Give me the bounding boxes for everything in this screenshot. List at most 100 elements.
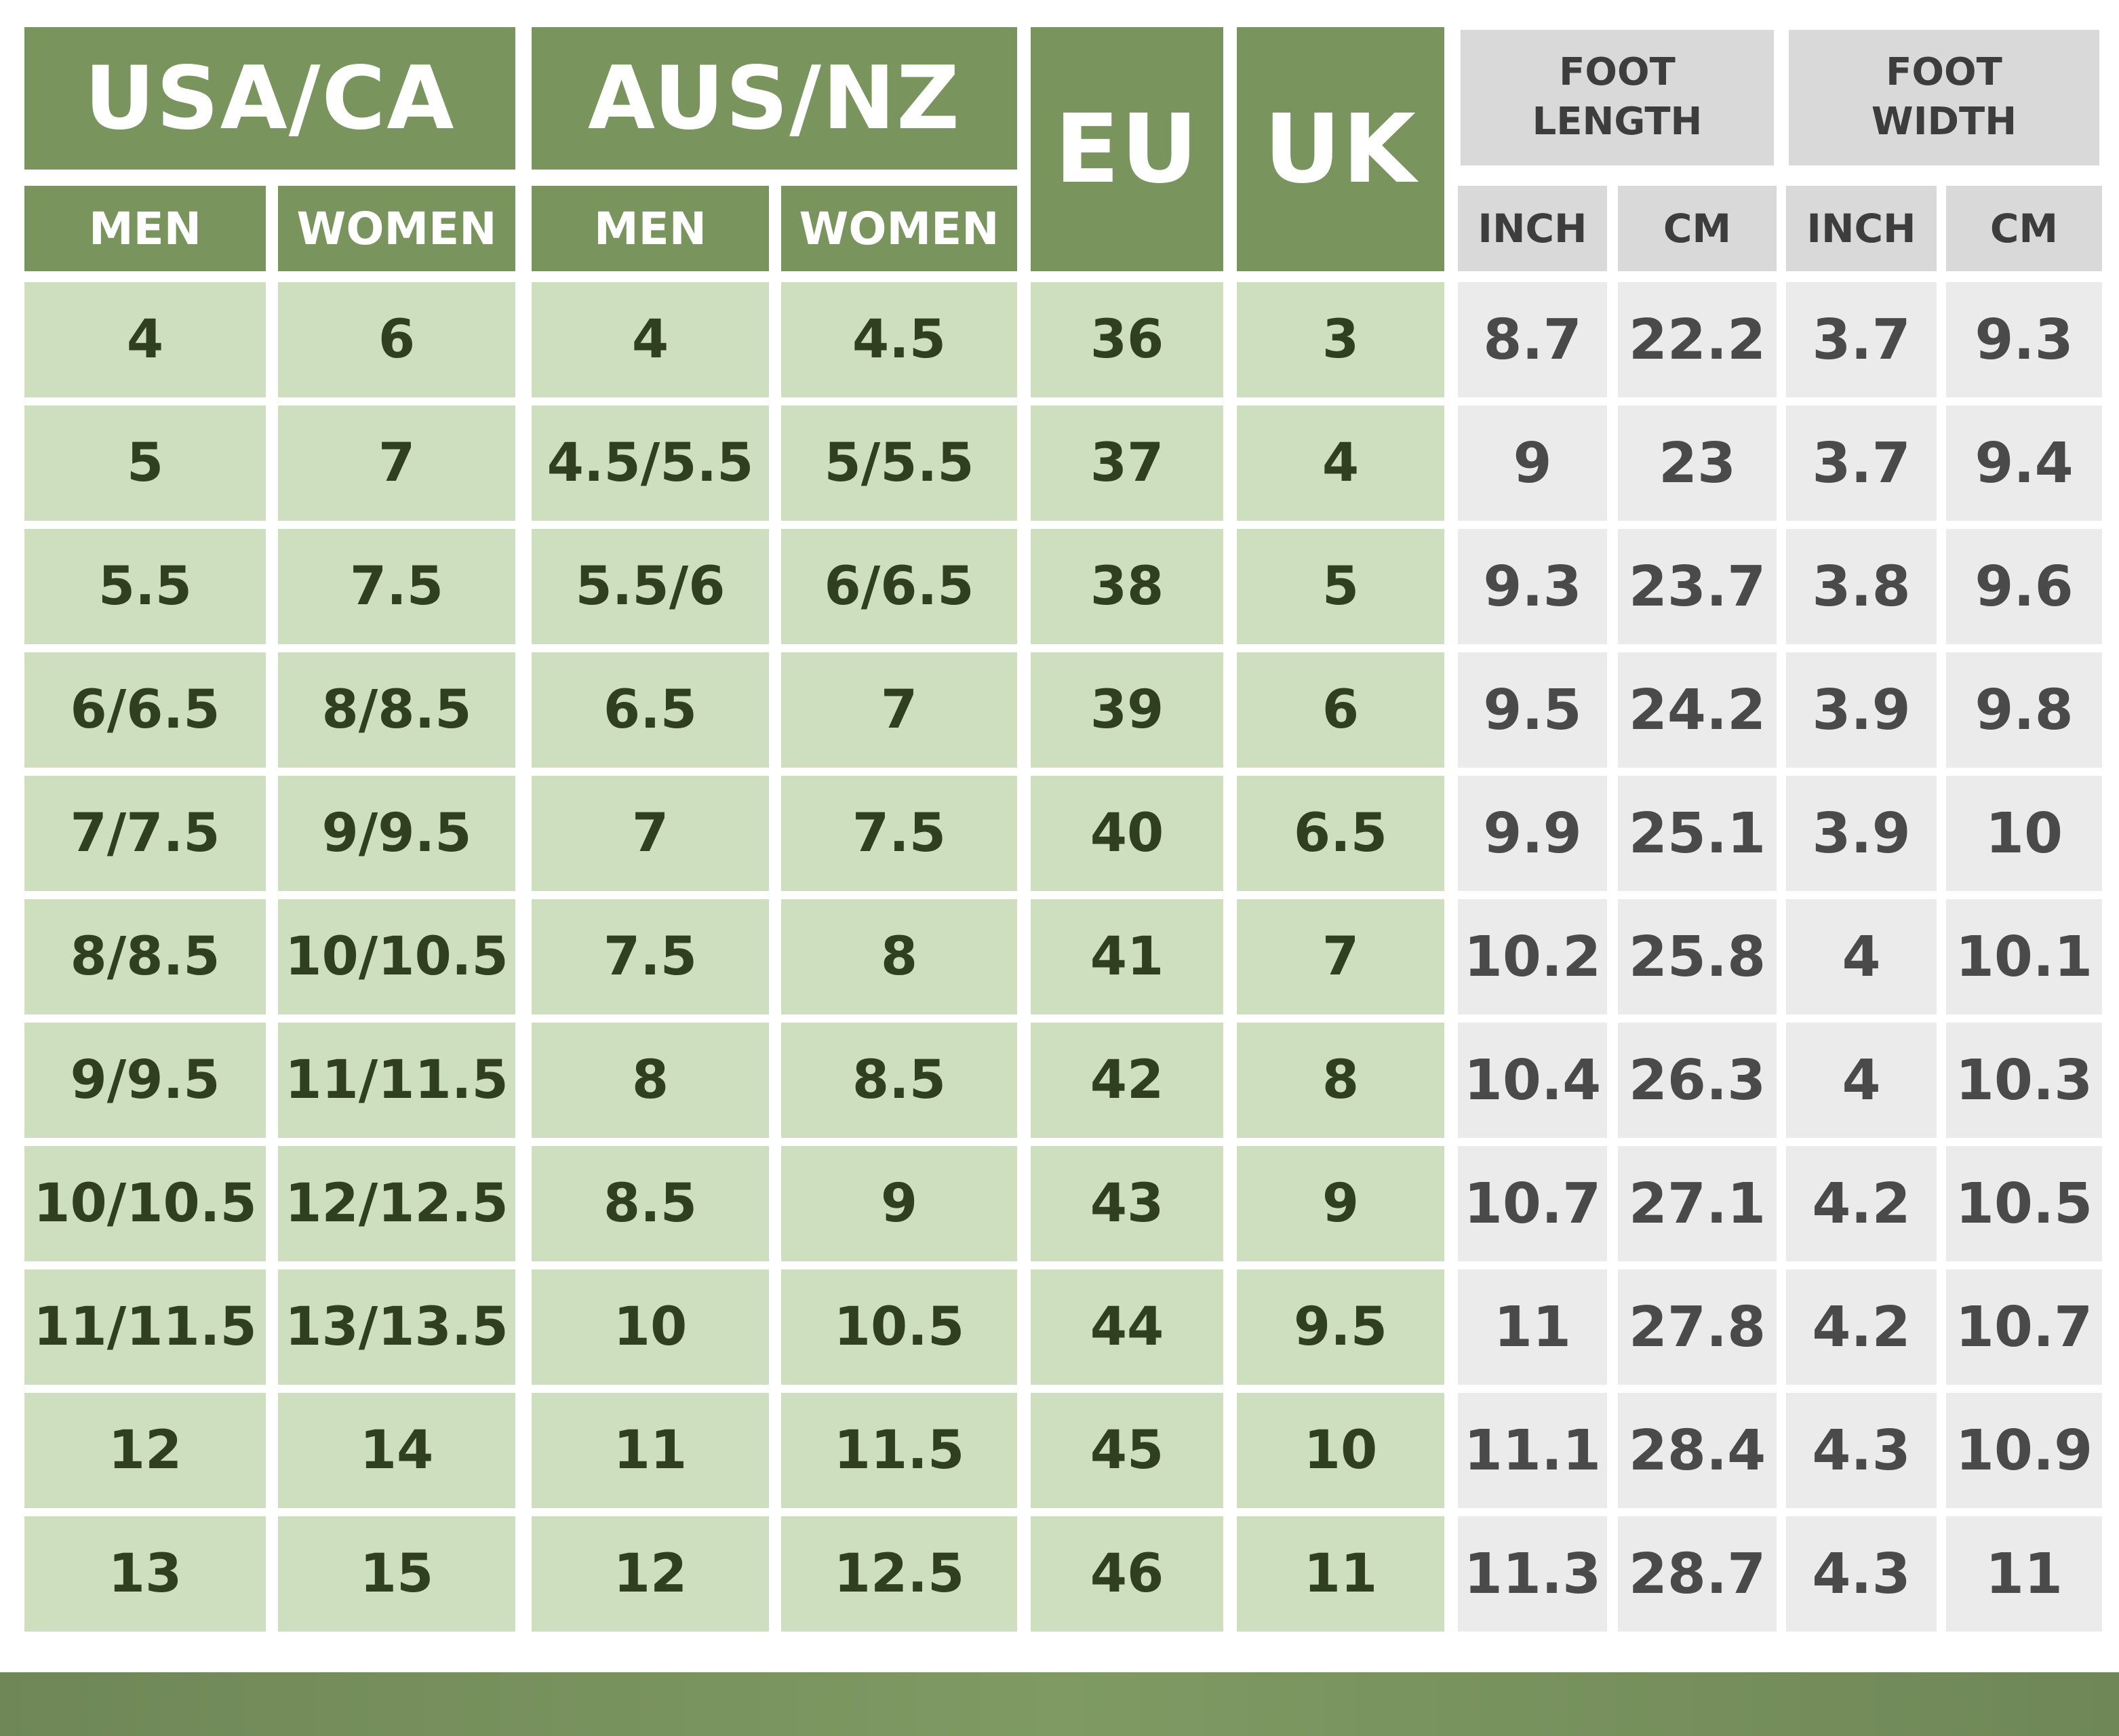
group-header: AUS/NZ	[532, 27, 1017, 170]
table-cell: 10.5	[781, 1269, 1017, 1385]
table-cell: 11	[1946, 1516, 2102, 1632]
table-cell: 12	[532, 1516, 769, 1632]
table-cell: 8	[532, 1023, 769, 1138]
table-cell: 6	[1237, 652, 1444, 768]
table-cell: 37	[1031, 406, 1223, 521]
table-cell: 6	[278, 282, 515, 397]
table-cell: 40	[1031, 776, 1223, 891]
table-cell: 7/7.5	[24, 776, 266, 891]
table-cell: 11	[1458, 1269, 1607, 1385]
table-cell: 9	[1458, 406, 1607, 521]
group-header: UK	[1237, 27, 1444, 271]
table-cell: 7.5	[278, 529, 515, 644]
column-header: INCH	[1786, 186, 1937, 271]
table-cell: 3.7	[1786, 282, 1937, 397]
column-header: WOMEN	[278, 186, 515, 271]
footer-band	[0, 1672, 2119, 1736]
table-cell: 4	[24, 282, 266, 397]
table-cell: 9.5	[1237, 1269, 1444, 1385]
group-header: FOOT LENGTH	[1461, 30, 1774, 165]
table-cell: 10.1	[1946, 899, 2102, 1014]
table-cell: 10.3	[1946, 1023, 2102, 1138]
table-cell: 9.8	[1946, 652, 2102, 768]
table-cell: 12.5	[781, 1516, 1017, 1632]
group-header: EU	[1031, 27, 1223, 271]
table-cell: 8.5	[532, 1146, 769, 1261]
table-cell: 9.3	[1458, 529, 1607, 644]
table-cell: 11.5	[781, 1393, 1017, 1508]
table-cell: 22.2	[1618, 282, 1777, 397]
table-cell: 8	[1237, 1023, 1444, 1138]
table-cell: 12	[24, 1393, 266, 1508]
table-cell: 6/6.5	[24, 652, 266, 768]
table-cell: 10/10.5	[24, 1146, 266, 1261]
table-cell: 45	[1031, 1393, 1223, 1508]
table-cell: 3.8	[1786, 529, 1937, 644]
table-cell: 25.8	[1618, 899, 1777, 1014]
table-cell: 27.8	[1618, 1269, 1777, 1385]
table-cell: 9.9	[1458, 776, 1607, 891]
group-header: FOOT WIDTH	[1789, 30, 2099, 165]
column-header: INCH	[1458, 186, 1607, 271]
table-cell: 6.5	[1237, 776, 1444, 891]
table-cell: 11/11.5	[24, 1269, 266, 1385]
table-cell: 3.9	[1786, 652, 1937, 768]
table-cell: 38	[1031, 529, 1223, 644]
table-cell: 4	[532, 282, 769, 397]
table-cell: 44	[1031, 1269, 1223, 1385]
table-cell: 9	[781, 1146, 1017, 1261]
table-cell: 23	[1618, 406, 1777, 521]
table-cell: 7	[781, 652, 1017, 768]
table-cell: 10	[1237, 1393, 1444, 1508]
table-cell: 7.5	[532, 899, 769, 1014]
column-header: MEN	[24, 186, 266, 271]
table-cell: 4.3	[1786, 1516, 1937, 1632]
table-cell: 5/5.5	[781, 406, 1017, 521]
table-cell: 13	[24, 1516, 266, 1632]
table-cell: 42	[1031, 1023, 1223, 1138]
table-cell: 10	[1946, 776, 2102, 891]
table-cell: 9.4	[1946, 406, 2102, 521]
group-header: USA/CA	[24, 27, 515, 170]
table-cell: 7.5	[781, 776, 1017, 891]
table-cell: 4.2	[1786, 1146, 1937, 1261]
table-cell: 8.5	[781, 1023, 1017, 1138]
table-cell: 5	[24, 406, 266, 521]
table-cell: 27.1	[1618, 1146, 1777, 1261]
table-cell: 4	[1237, 406, 1444, 521]
table-cell: 24.2	[1618, 652, 1777, 768]
table-cell: 9.5	[1458, 652, 1607, 768]
table-cell: 11.3	[1458, 1516, 1607, 1632]
table-cell: 10.9	[1946, 1393, 2102, 1508]
group-header-text: FOOT LENGTH	[1532, 50, 1703, 144]
table-cell: 6.5	[532, 652, 769, 768]
column-header: WOMEN	[781, 186, 1017, 271]
table-cell: 10.2	[1458, 899, 1607, 1014]
table-cell: 11.1	[1458, 1393, 1607, 1508]
table-cell: 43	[1031, 1146, 1223, 1261]
table-cell: 5.5	[24, 529, 266, 644]
table-cell: 3.9	[1786, 776, 1937, 891]
column-header: CM	[1618, 186, 1777, 271]
table-cell: 28.7	[1618, 1516, 1777, 1632]
table-cell: 14	[278, 1393, 515, 1508]
table-cell: 7	[278, 406, 515, 521]
table-cell: 10.7	[1458, 1146, 1607, 1261]
table-cell: 25.1	[1618, 776, 1777, 891]
group-header-text: FOOT WIDTH	[1871, 50, 2017, 144]
table-cell: 12/12.5	[278, 1146, 515, 1261]
table-cell: 6/6.5	[781, 529, 1017, 644]
table-cell: 4	[1786, 1023, 1937, 1138]
table-cell: 9/9.5	[278, 776, 515, 891]
table-cell: 8/8.5	[24, 899, 266, 1014]
table-cell: 7	[532, 776, 769, 891]
table-cell: 46	[1031, 1516, 1223, 1632]
table-cell: 10	[532, 1269, 769, 1385]
table-cell: 7	[1237, 899, 1444, 1014]
table-cell: 36	[1031, 282, 1223, 397]
table-cell: 39	[1031, 652, 1223, 768]
column-header: MEN	[532, 186, 769, 271]
table-cell: 23.7	[1618, 529, 1777, 644]
